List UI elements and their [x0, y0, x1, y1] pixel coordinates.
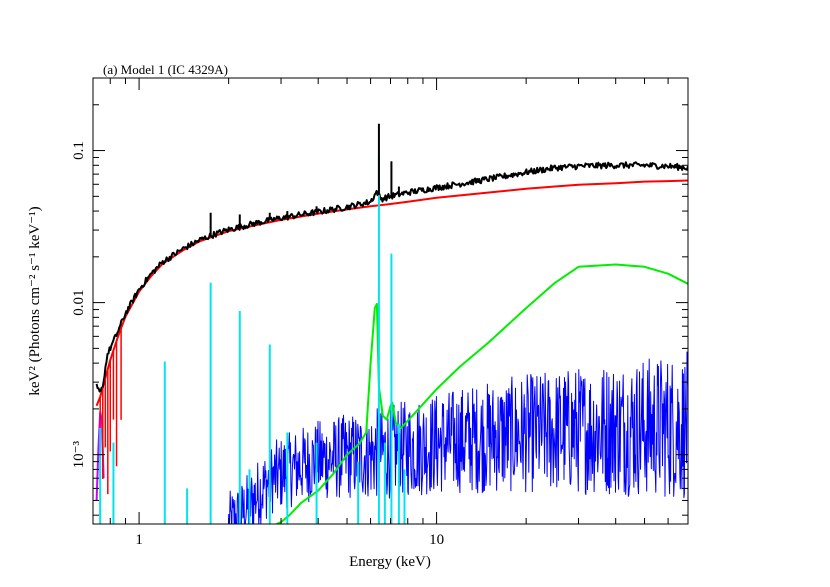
- series-line-2: [276, 263, 688, 524]
- series-line-1: [95, 179, 688, 407]
- y-tick-label: 0.01: [71, 289, 87, 315]
- y-axis-label: keV² (Photons cm⁻² s⁻¹ keV⁻¹): [27, 206, 43, 395]
- series-line-3: [228, 351, 688, 524]
- series-line-0: [95, 161, 688, 393]
- x-tick-label: 10: [429, 532, 444, 548]
- y-tick-label: 0.1: [71, 141, 87, 160]
- chart-title: (a) Model 1 (IC 4329A): [103, 62, 228, 77]
- plot-frame: [92, 77, 689, 525]
- y-tick-label: 10⁻³: [71, 440, 87, 468]
- x-tick-label: 1: [135, 532, 143, 548]
- x-axis-label: Energy (keV): [349, 554, 431, 570]
- plot-area: [95, 123, 688, 524]
